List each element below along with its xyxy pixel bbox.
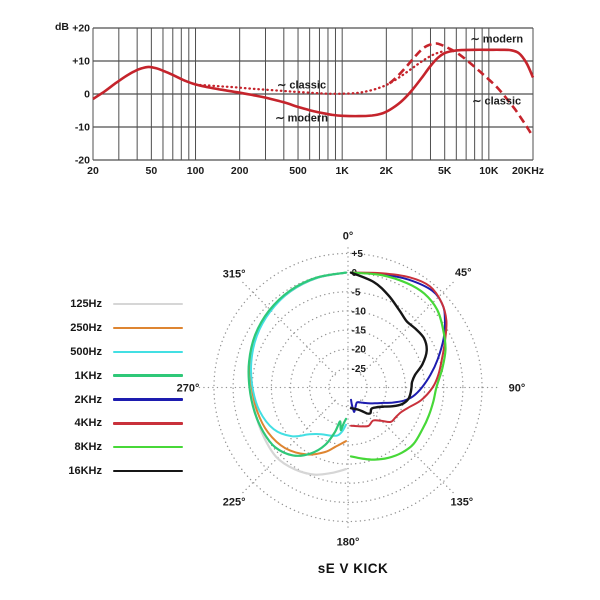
legend-color-line [113,350,183,353]
polar-curve-1KHz [247,271,348,457]
polar-ring [251,291,445,484]
polar-angle-label: 90° [509,383,526,395]
legend-color-line [113,422,183,425]
freq-curve-classic-dashed [388,42,535,138]
db-axis-unit-label: dB [55,21,69,33]
freq-annotation: ∼ classic [472,96,521,108]
polar-ring [309,348,387,427]
polar-ring [213,252,483,523]
polar-angle-label: 45° [455,267,472,279]
legend-color-line [113,302,183,306]
legend-label: 500Hz [70,345,102,358]
polar-ring [328,367,368,408]
legend-item-16khz: 16KHz [58,459,183,483]
freq-x-tick-label: 2K [380,165,394,177]
freq-y-tick-label: -20 [75,155,90,167]
legend-item-125hz: 125Hz [58,292,183,316]
polar-curve-500Hz [250,271,347,438]
polar-spoke [360,399,455,495]
polar-pattern-chart: 0°45°90°135°180°225°270°315°+50-5-10-15-… [177,231,526,549]
freq-annotation: ∼ modern [275,112,328,124]
polar-angle-label: 270° [177,383,200,395]
freq-x-tick-label: 5K [438,165,452,177]
legend-item-1khz: 1KHz [58,364,183,388]
freq-y-tick-label: +20 [72,23,90,35]
polar-curve-250Hz [249,271,347,456]
legend-label: 250Hz [70,321,102,334]
polar-spoke [360,280,455,376]
legend-label: 125Hz [70,297,102,310]
legend-item-2khz: 2KHz [58,388,183,412]
polar-db-label: -15 [352,326,367,337]
legend-item-500hz: 500Hz [58,340,183,364]
freq-x-tick-label: 20KHz [512,165,544,177]
legend-color-line [113,446,183,449]
freq-y-tick-label: 0 [84,89,90,101]
polar-angle-label: 135° [450,496,473,508]
polar-db-label: +5 [352,249,364,260]
legend-color-line [113,374,183,377]
freq-y-tick-label: -10 [75,122,90,134]
freq-y-tick-label: +10 [72,56,90,68]
polar-db-label: -25 [352,364,367,375]
polar-db-label: -20 [352,345,367,356]
polar-curve-16KHz [349,271,428,415]
legend-color-line [113,469,183,473]
freq-x-tick-label: 20 [87,165,99,177]
polar-curve-125Hz [248,271,348,476]
freq-annotation: ∼ classic [277,79,326,91]
freq-curve-classic-dotted [194,49,446,95]
polar-spoke [241,280,336,376]
polar-curve-8KHz [349,271,447,461]
page-title: sE V KICK [317,561,389,576]
polar-ring [289,329,407,446]
freq-x-tick-label: 1K [335,165,349,177]
polar-angle-label: 0° [343,231,354,243]
freq-x-tick-label: 500 [289,165,307,177]
legend-color-line [113,398,183,401]
freq-x-tick-label: 200 [231,165,249,177]
polar-angle-label: 180° [337,537,360,549]
legend-label: 2KHz [74,393,102,406]
legend-item-250hz: 250Hz [58,316,183,340]
polar-ring [232,271,464,504]
freq-x-tick-label: 50 [146,165,158,177]
legend-label: 4KHz [74,417,102,430]
legend-color-line [113,326,183,330]
polar-legend: 125Hz 250Hz 500Hz 1KHz 2KHz 4KHz 8KHz 16KHz [58,292,183,483]
freq-annotation: ∼ modern [471,34,524,46]
freq-x-tick-label: 100 [187,165,205,177]
polar-db-label: -10 [352,306,367,317]
legend-label: 8KHz [74,441,102,454]
legend-item-4khz: 4KHz [58,411,183,435]
legend-item-8khz: 8KHz [58,435,183,459]
polar-angle-label: 225° [223,496,246,508]
freq-curve-modern-solid [92,48,535,118]
polar-spoke [241,399,336,495]
polar-curve-4KHz [350,271,448,428]
freq-x-tick-label: 10K [479,165,499,177]
legend-label: 1KHz [74,369,102,382]
legend-label: 16KHz [68,465,102,478]
polar-db-label: -5 [352,287,361,298]
polar-angle-label: 315° [223,269,246,281]
